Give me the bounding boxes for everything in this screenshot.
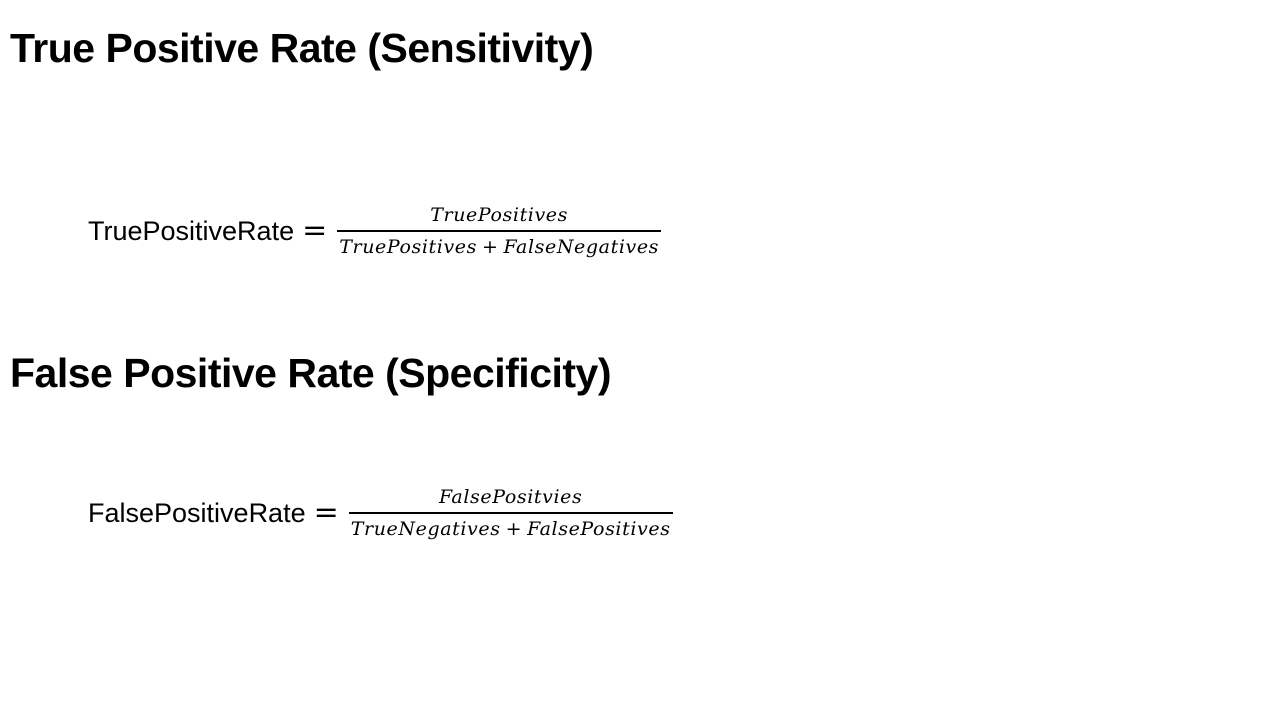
plus-operator: + xyxy=(482,236,499,258)
formula-true-positive-rate: TruePositiveRate = TruePositives TruePos… xyxy=(88,202,662,260)
plus-operator: + xyxy=(505,518,523,540)
fraction-bar xyxy=(337,230,662,232)
denominator-term-2: FalseNegatives xyxy=(503,236,660,258)
fraction-bar xyxy=(348,512,673,514)
fraction-numerator: TruePositives xyxy=(430,204,569,226)
fraction: TruePositives TruePositives + FalseNegativ… xyxy=(337,202,662,260)
denominator-term-1: TrueNegatives xyxy=(350,518,501,540)
fraction: FalsePositvies TrueNegatives + FalsePositi… xyxy=(348,484,673,542)
fraction-denominator: TrueNegatives + FalsePositives xyxy=(349,514,673,542)
denominator-term-1: TruePositives xyxy=(339,236,477,258)
section-heading-false-positive-rate: False Positive Rate (Specificity) xyxy=(10,350,612,396)
formula-lhs: FalsePositiveRate xyxy=(88,498,306,528)
section-heading-true-positive-rate: True Positive Rate (Sensitivity) xyxy=(10,25,594,71)
fraction-denominator: TruePositives + FalseNegatives xyxy=(337,232,661,260)
denominator-term-2: FalsePositives xyxy=(527,518,671,540)
equals-sign: = xyxy=(302,213,328,248)
formula-lhs: TruePositiveRate xyxy=(88,216,295,246)
formula-false-positive-rate: FalsePositiveRate = FalsePositvies TrueN… xyxy=(88,484,673,542)
equals-sign: = xyxy=(313,495,339,530)
fraction-numerator: FalsePositvies xyxy=(438,486,583,508)
